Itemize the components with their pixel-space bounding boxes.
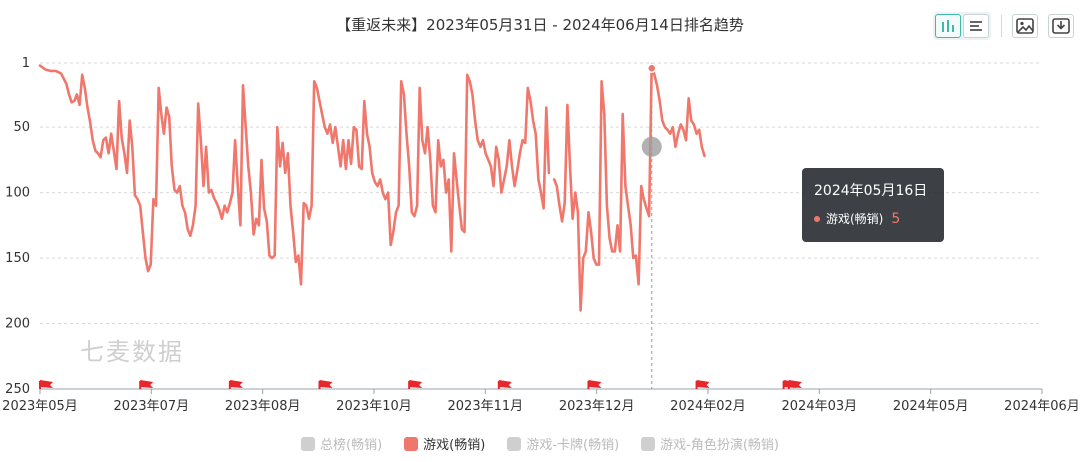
x-tick-label: 2024年06月 bbox=[1004, 399, 1080, 414]
chart-type-toggle bbox=[933, 12, 991, 40]
chart-toolbar bbox=[933, 12, 1074, 40]
legend-label: 总榜(畅销) bbox=[320, 438, 383, 453]
event-flag bbox=[319, 380, 333, 388]
tooltip-value: 5 bbox=[891, 210, 901, 227]
chart-title: 【重返未来】2023年05月31日 - 2024年06月14日排名趋势 bbox=[336, 16, 744, 34]
download-icon[interactable] bbox=[1048, 14, 1074, 38]
chart-legend: 总榜(畅销) 游戏(畅销) 游戏-卡牌(畅销) 游戏-角色扮演(畅销) bbox=[0, 434, 1080, 453]
legend-item-games[interactable]: 游戏(畅销) bbox=[404, 434, 485, 453]
legend-label: 游戏-卡牌(畅销) bbox=[526, 438, 620, 453]
x-tick-label: 2024年03月 bbox=[782, 399, 858, 414]
y-tick-label: 150 bbox=[5, 251, 30, 266]
toolbar-divider bbox=[1001, 15, 1002, 37]
legend-item-card-games[interactable]: 游戏-卡牌(畅销) bbox=[507, 434, 619, 453]
tooltip-date: 2024年05月16日 bbox=[814, 183, 928, 199]
x-tick-label: 2024年05月 bbox=[893, 399, 969, 414]
y-tick-label: 50 bbox=[13, 120, 30, 135]
tooltip-series-label: 游戏(畅销) bbox=[826, 212, 884, 226]
legend-label: 游戏-角色扮演(畅销) bbox=[660, 438, 779, 453]
x-tick-label: 2023年12月 bbox=[559, 399, 635, 414]
event-flag bbox=[696, 380, 710, 388]
legend-swatch bbox=[404, 436, 419, 451]
x-tick-label: 2023年11月 bbox=[448, 399, 524, 414]
hover-handle bbox=[641, 136, 662, 157]
y-tick-label: 200 bbox=[5, 317, 30, 332]
legend-swatch bbox=[507, 436, 522, 451]
hover-point bbox=[646, 63, 657, 73]
x-tick-label: 2023年05月 bbox=[2, 399, 78, 414]
event-flag bbox=[140, 380, 154, 388]
legend-item-overall[interactable]: 总榜(畅销) bbox=[301, 434, 382, 453]
legend-item-rpg-games[interactable]: 游戏-角色扮演(畅销) bbox=[641, 434, 779, 453]
y-tick-label: 1 bbox=[22, 56, 30, 71]
event-flag bbox=[588, 380, 602, 388]
hover-tooltip: 2024年05月16日 游戏(畅销) 5 bbox=[802, 168, 944, 242]
tooltip-series-dot bbox=[814, 215, 820, 222]
x-tick-label: 2024年02月 bbox=[670, 399, 746, 414]
legend-swatch bbox=[641, 436, 656, 451]
image-icon[interactable] bbox=[1012, 14, 1038, 38]
event-flag bbox=[788, 380, 802, 388]
tooltip-row: 游戏(畅销) 5 bbox=[814, 210, 932, 227]
x-tick-label: 2023年08月 bbox=[225, 399, 301, 414]
watermark-text: 七麦数据 bbox=[80, 338, 184, 366]
event-flag bbox=[409, 380, 423, 388]
series-line bbox=[38, 64, 706, 312]
event-flag bbox=[498, 380, 512, 388]
event-flag bbox=[40, 380, 53, 388]
x-tick-label: 2023年10月 bbox=[336, 399, 412, 414]
y-tick-label: 100 bbox=[5, 186, 30, 201]
x-tick-label: 2023年07月 bbox=[114, 399, 190, 414]
event-flag bbox=[229, 380, 243, 388]
legend-label: 游戏(畅销) bbox=[423, 438, 486, 453]
legend-swatch bbox=[301, 436, 315, 451]
y-tick-label: 250 bbox=[5, 382, 30, 397]
list-icon[interactable] bbox=[963, 14, 989, 38]
bar-chart-icon[interactable] bbox=[935, 14, 961, 38]
